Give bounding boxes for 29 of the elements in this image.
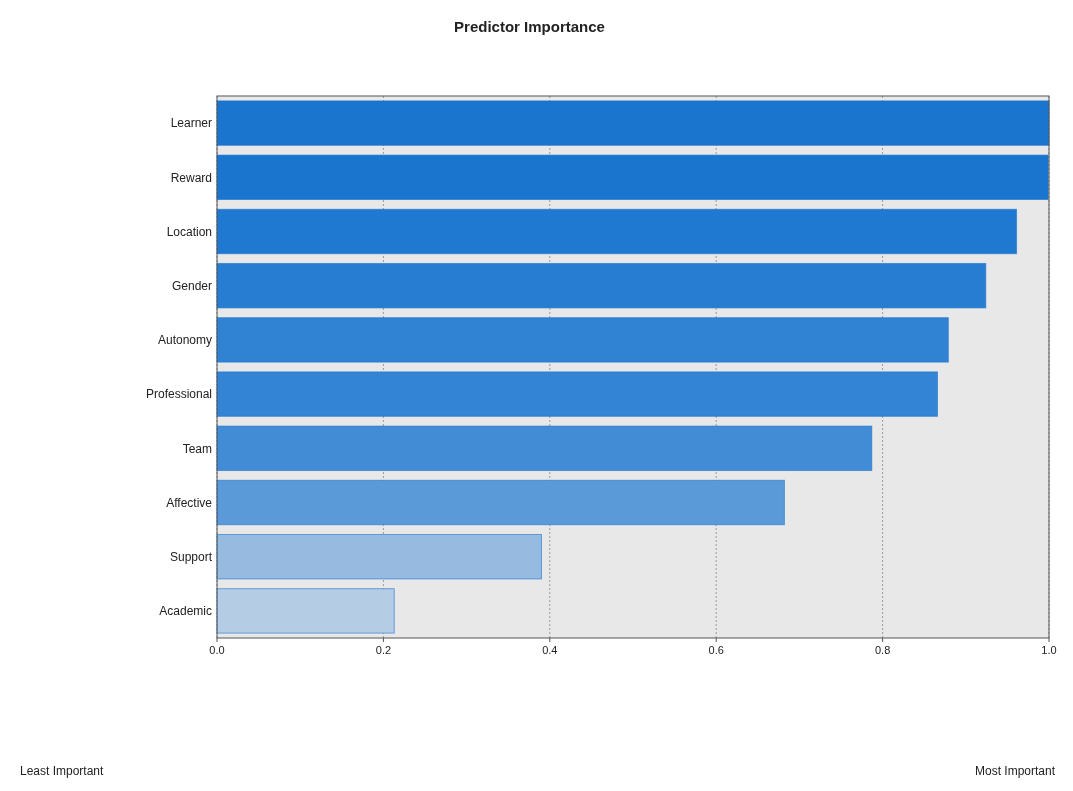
x-tick-label: 1.0: [1041, 644, 1057, 656]
y-tick-label: Academic: [159, 604, 212, 619]
y-tick-label: Autonomy: [157, 333, 212, 348]
y-tick-label: Reward: [170, 170, 212, 185]
y-tick-label: Team: [182, 441, 212, 456]
x-tick-label: 0.4: [542, 644, 558, 656]
y-tick-label: Gender: [171, 278, 212, 293]
text: Least Important: [20, 764, 105, 778]
bar: [216, 100, 1050, 146]
bar: [216, 371, 939, 417]
y-tick-label: Learner: [170, 116, 212, 131]
chart-title: Predictor Importance: [454, 18, 605, 35]
x-tick-label: 0.2: [375, 644, 392, 656]
x-tick-label: 0.0: [209, 644, 225, 656]
x-tick-label: 0.6: [708, 644, 724, 656]
bar: [216, 479, 785, 526]
y-tick-label: Professional: [145, 387, 212, 402]
bar: [216, 588, 395, 634]
bar: [216, 208, 1018, 255]
bar: [216, 154, 1049, 201]
y-tick-label: Support: [169, 549, 213, 564]
bar: [216, 533, 542, 580]
bar: [216, 262, 987, 309]
x-tick-label: 0.8: [874, 644, 891, 656]
bar: [216, 317, 949, 363]
bar: [216, 425, 873, 472]
y-tick-label: Affective: [166, 495, 213, 510]
text: Most Important: [974, 764, 1056, 778]
y-tick-label: Location: [166, 224, 212, 239]
